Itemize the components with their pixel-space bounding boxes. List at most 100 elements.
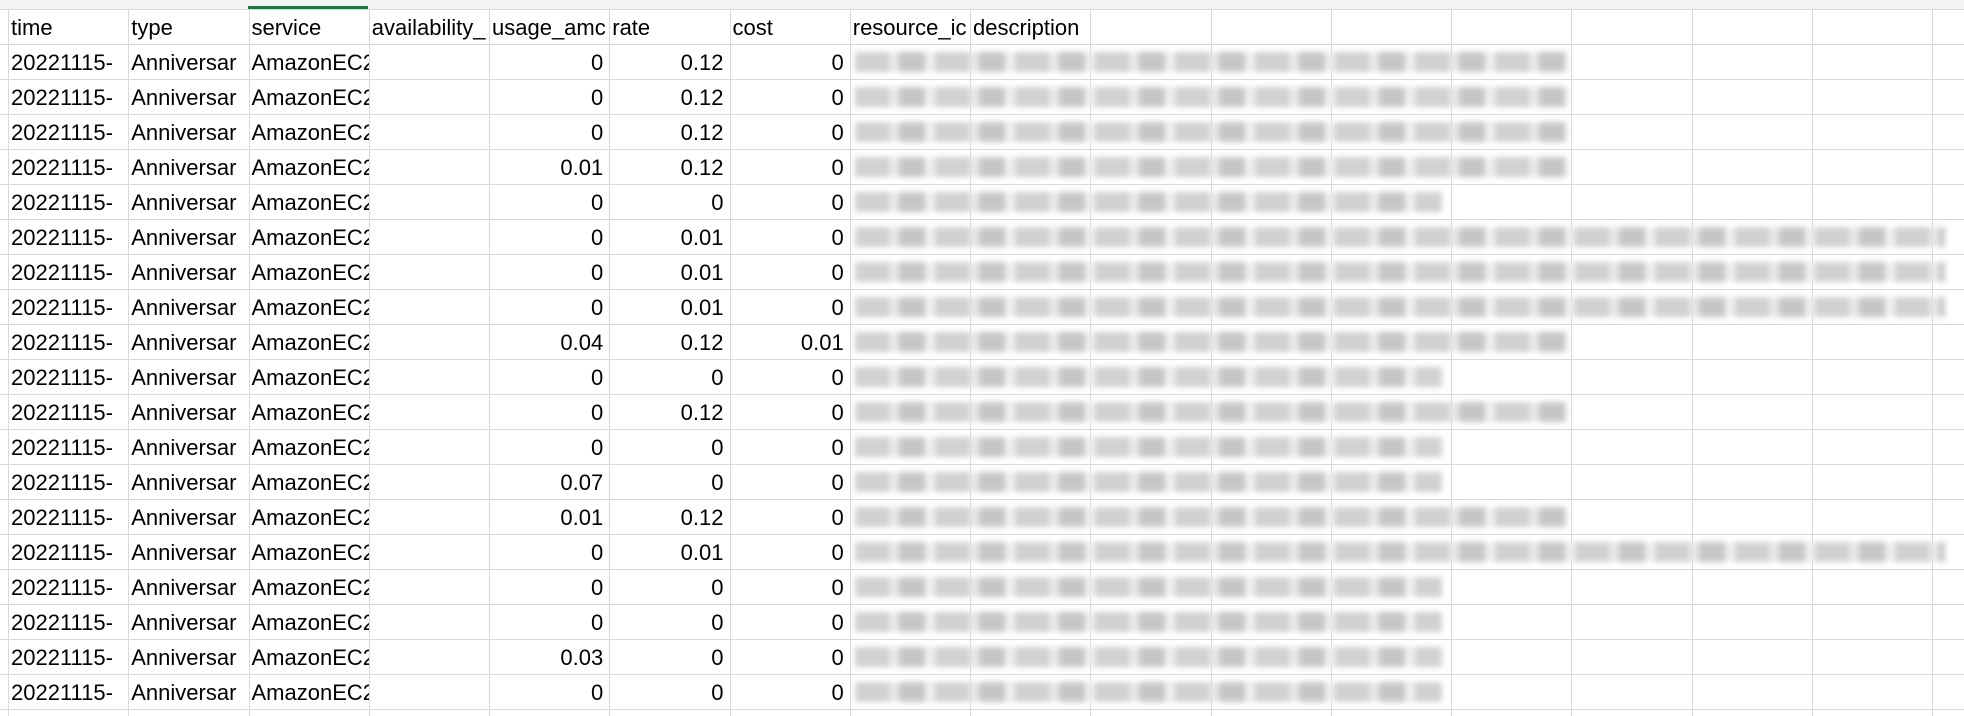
text-cell: Anniversar: [131, 680, 237, 705]
number-cell: 0: [711, 470, 724, 495]
text-cell: 20221115-: [11, 575, 113, 600]
header-cell: usage_amc: [492, 15, 606, 40]
redacted-text: [854, 262, 1945, 282]
text-cell: 20221115-: [11, 680, 113, 705]
text-cell: Anniversar: [131, 540, 237, 565]
row-border: [0, 44, 1964, 45]
text-cell: Anniversar: [131, 470, 237, 495]
text-cell: AmazonEC2: [251, 50, 369, 75]
redacted-text: [854, 332, 1568, 352]
text-cell: AmazonEC2: [251, 400, 369, 425]
redacted-text: [854, 472, 1442, 492]
redacted-text: [854, 507, 1568, 527]
text-cell: AmazonEC2: [251, 120, 369, 145]
number-cell: 0.12: [680, 400, 724, 425]
row-border: [0, 429, 1964, 430]
row-border: [0, 184, 1964, 185]
text-cell: Anniversar: [131, 225, 237, 250]
number-cell: 0: [831, 225, 844, 250]
text-cell: 20221115-: [11, 330, 113, 355]
row-border: [0, 464, 1964, 465]
text-cell: Anniversar: [131, 85, 237, 110]
number-cell: 0: [711, 365, 724, 390]
text-cell: Anniversar: [131, 575, 237, 600]
column-border: [1811, 9, 1813, 716]
text-cell: 20221115-: [11, 50, 113, 75]
row-border: [0, 114, 1964, 115]
column-border: [1090, 9, 1092, 716]
header-cell: rate: [612, 15, 651, 40]
text-cell: 20221115-: [11, 120, 113, 145]
text-cell: AmazonEC2: [251, 680, 369, 705]
column-border: [248, 9, 250, 716]
header-cell: cost: [732, 15, 773, 40]
redacted-text: [854, 52, 1568, 72]
column-border: [609, 9, 611, 716]
text-cell: Anniversar: [131, 505, 237, 530]
text-cell: AmazonEC2: [251, 295, 369, 320]
redacted-text: [854, 122, 1568, 142]
number-cell: 0: [831, 645, 844, 670]
redacted-text: [854, 297, 1945, 317]
number-cell: 0.12: [680, 330, 724, 355]
number-cell: 0: [711, 575, 724, 600]
text-cell: 20221115-: [11, 505, 113, 530]
column-border: [1571, 9, 1573, 716]
number-cell: 0: [831, 190, 844, 215]
row-border: [0, 709, 1964, 710]
text-cell: Anniversar: [131, 295, 237, 320]
column-border: [729, 9, 731, 716]
text-cell: Anniversar: [131, 435, 237, 460]
row-border: [0, 604, 1964, 605]
number-cell: 0.01: [560, 155, 604, 180]
text-cell: Anniversar: [131, 190, 237, 215]
text-cell: AmazonEC2: [251, 575, 369, 600]
number-cell: 0.12: [680, 155, 724, 180]
column-border: [368, 9, 370, 716]
row-border: [0, 569, 1964, 570]
text-cell: AmazonEC2: [251, 470, 369, 495]
redacted-text: [854, 682, 1442, 702]
redacted-text: [854, 402, 1568, 422]
row-border: [0, 324, 1964, 325]
number-cell: 0.12: [680, 50, 724, 75]
number-cell: 0: [831, 610, 844, 635]
number-cell: 0.01: [680, 540, 724, 565]
number-cell: 0: [591, 540, 604, 565]
text-cell: AmazonEC2: [251, 505, 369, 530]
row-border: [0, 639, 1964, 640]
text-cell: 20221115-: [11, 295, 113, 320]
text-cell: 20221115-: [11, 540, 113, 565]
row-border: [0, 219, 1964, 220]
row-border: [0, 534, 1964, 535]
number-cell: 0: [831, 540, 844, 565]
number-cell: 0: [831, 295, 844, 320]
number-cell: 0.01: [680, 295, 724, 320]
text-cell: Anniversar: [131, 645, 237, 670]
header-cell: availability_: [371, 15, 486, 40]
column-border: [1210, 9, 1212, 716]
text-cell: AmazonEC2: [251, 645, 369, 670]
number-cell: 0: [831, 120, 844, 145]
number-cell: 0: [711, 680, 724, 705]
number-cell: 0.12: [680, 120, 724, 145]
number-cell: 0.03: [560, 645, 604, 670]
row-border: [0, 9, 1964, 10]
header-cell: time: [11, 15, 53, 40]
text-cell: 20221115-: [11, 645, 113, 670]
text-cell: 20221115-: [11, 190, 113, 215]
row-border: [0, 149, 1964, 150]
text-cell: AmazonEC2: [251, 435, 369, 460]
text-cell: 20221115-: [11, 365, 113, 390]
redacted-text: [854, 647, 1442, 667]
number-cell: 0: [831, 505, 844, 530]
number-cell: 0: [591, 260, 604, 285]
number-cell: 0: [711, 190, 724, 215]
column-border: [489, 9, 490, 716]
number-cell: 0.12: [680, 85, 724, 110]
text-cell: AmazonEC2: [251, 190, 369, 215]
text-cell: AmazonEC2: [251, 365, 369, 390]
number-cell: 0: [711, 610, 724, 635]
number-cell: 0: [831, 260, 844, 285]
